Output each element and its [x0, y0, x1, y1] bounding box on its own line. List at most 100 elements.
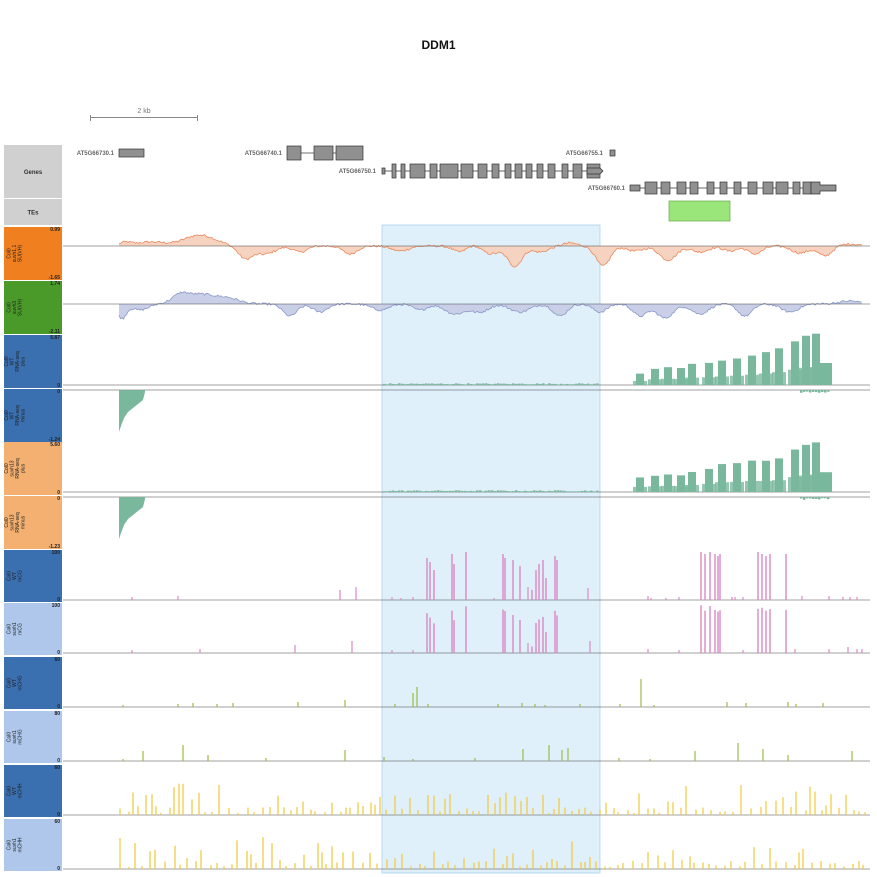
track-label-su_col0_1: Col0 suvh1,1 SU(VH) 0.99 -1.65: [4, 227, 62, 281]
rna-exon-shoulder: [702, 483, 716, 492]
track-ymax-label: 5.60: [50, 442, 60, 448]
track-ymax-label: 0: [57, 496, 60, 502]
track-ymin-label: 0: [57, 812, 60, 818]
rna-exon-shoulder: [788, 369, 802, 385]
rna-bar: [551, 383, 554, 385]
rna-bar: [539, 383, 542, 385]
rna-bar: [467, 383, 470, 385]
rna-bar: [443, 490, 446, 492]
track-ymax-label: 100: [52, 603, 61, 609]
rna-exon-shoulder: [633, 486, 647, 492]
gene-exon: [439, 163, 459, 179]
rna-exon-peak: [775, 348, 783, 385]
track-label-line: Col0: [7, 571, 13, 582]
track-label-box: [4, 603, 62, 655]
rna-bar: [521, 383, 524, 385]
rna-exon-peak: [762, 352, 770, 385]
rna-bar: [800, 497, 803, 499]
rna-bar: [494, 491, 497, 492]
track-label-line: WT: [12, 572, 18, 580]
rna-exon-peak: [718, 360, 726, 385]
rna-bar: [500, 490, 503, 492]
mcg-wt-track: [63, 552, 870, 601]
rna-bar: [569, 491, 572, 492]
track-label-rna_mut_minus: Col0 suvh13 RNA-seq minus 0 -1.23: [4, 496, 62, 550]
rna-bar: [398, 383, 401, 385]
rna-bar: [593, 383, 596, 385]
track-ymax-label: 60: [54, 657, 60, 663]
rna-bar: [560, 383, 563, 385]
track-label-rotated: Col0 suvh13 RNA-seq minus: [4, 512, 27, 533]
track-ymax-label: 0: [57, 389, 60, 395]
rna-exon-shoulder: [772, 480, 786, 492]
gene-exon: [400, 163, 406, 179]
rna-bar: [482, 491, 485, 492]
rna-exon-peak: [705, 468, 713, 492]
rna-bar: [458, 383, 461, 385]
rna-mut-minus-track: [63, 496, 870, 539]
track-label-mcg_wt: Col0 WT mCG 100 0: [4, 550, 62, 603]
rna-bar: [470, 384, 473, 385]
track-label-line: RNA-seq: [15, 512, 21, 533]
rna-bar: [392, 383, 395, 385]
rna-bar: [485, 383, 488, 385]
rna-bar: [452, 383, 455, 385]
track-label-box: [4, 281, 62, 334]
rna-bar: [461, 384, 464, 385]
track-ymin-label: 0: [57, 650, 60, 656]
gene-label: AT5G66740.1: [245, 151, 283, 157]
track-label-line: mCHH: [18, 837, 24, 852]
rna-bar: [584, 384, 587, 385]
rna-bar: [536, 383, 539, 385]
rna-bar: [512, 491, 515, 492]
rna-bar: [533, 490, 536, 492]
signal-line: [118, 291, 862, 320]
rna-bar: [596, 383, 599, 385]
rna-bar: [542, 383, 545, 385]
gene-exon: [572, 163, 583, 179]
track-label-line: plus: [20, 356, 26, 366]
mchh-wt-track: [63, 783, 870, 816]
gene-exon: [775, 181, 789, 195]
rna-exon-peak: [636, 373, 644, 385]
rna-exon-shoulder: [633, 381, 647, 385]
rna-bar: [482, 383, 485, 385]
rna-bar: [581, 383, 584, 385]
rna-exon-shoulder: [661, 378, 675, 385]
rna-bar: [578, 491, 581, 492]
track-label-line: minus: [20, 408, 26, 422]
track-label-box: [4, 657, 62, 709]
track-label-line: mCG: [18, 623, 24, 635]
rna-bar: [383, 383, 386, 385]
rna-bar: [476, 383, 479, 385]
rna-bar: [425, 383, 428, 385]
rna-bar: [395, 491, 398, 492]
rna-bar: [428, 383, 431, 385]
rna-bar: [473, 491, 476, 492]
track-label-line: WT: [12, 679, 18, 687]
rna-bar: [518, 491, 521, 492]
track-label-rotated: Col0 WT mCHH: [7, 783, 24, 798]
rna-exon-shoulder: [685, 484, 699, 492]
signal-line: [118, 234, 862, 268]
track-ymin-label: -1.65: [49, 275, 61, 281]
track-ymax-label: 80: [54, 711, 60, 717]
rna-bar: [521, 491, 524, 492]
rna-exon-shoulder: [759, 373, 773, 385]
track-label-line: Col0: [7, 624, 13, 635]
rna-bar: [473, 384, 476, 385]
rna-exon-shoulder: [715, 376, 729, 385]
track-label-rotated: Col0 WT mCHG: [7, 675, 24, 690]
rna-bar: [485, 490, 488, 492]
rna-bar: [587, 383, 590, 385]
rna-bar: [389, 383, 392, 385]
rna-bar: [410, 383, 413, 385]
rna-bar: [575, 491, 578, 492]
gene-exon: [561, 163, 569, 179]
gene-models: AT5G66730.1 AT5G66740.1 AT5G66750.1 AT5G667…: [77, 145, 837, 195]
rna-exon-peak: [651, 368, 659, 385]
gene-exon: [525, 163, 533, 179]
rna-minus-peak: [119, 497, 145, 539]
rna-bar: [593, 491, 596, 492]
rna-exon-shoulder: [745, 374, 759, 385]
